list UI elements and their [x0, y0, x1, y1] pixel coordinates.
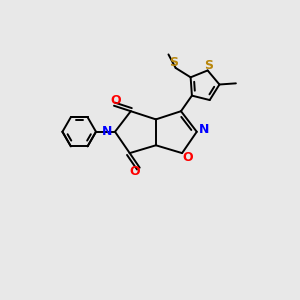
- Text: O: O: [130, 164, 140, 178]
- Text: N: N: [199, 124, 210, 136]
- Text: S: S: [204, 58, 213, 72]
- Text: N: N: [102, 125, 112, 138]
- Text: O: O: [183, 151, 193, 164]
- Text: S: S: [169, 56, 178, 69]
- Text: O: O: [110, 94, 121, 106]
